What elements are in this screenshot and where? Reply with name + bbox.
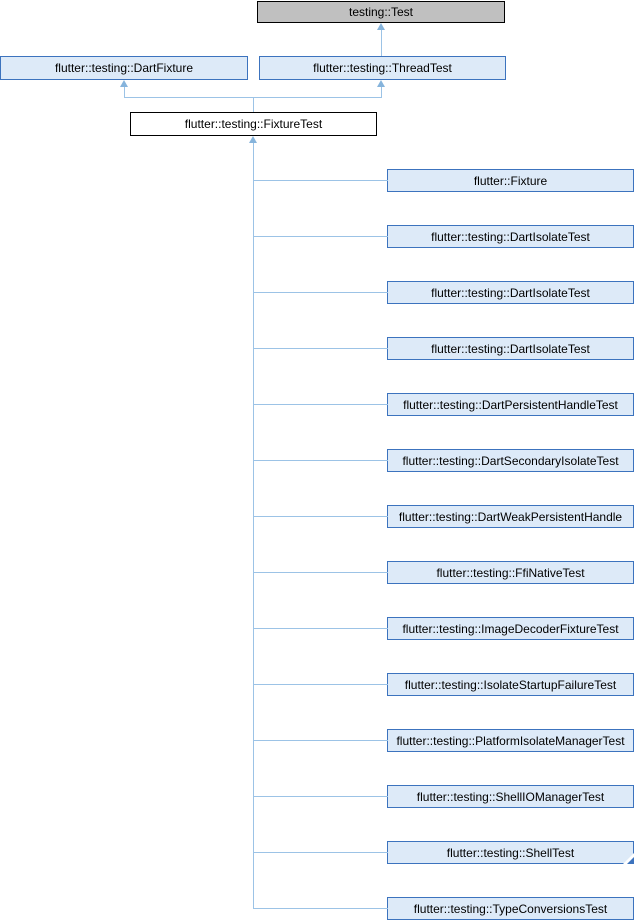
class-node-fixturetest-current: flutter::testing::FixtureTest	[130, 112, 377, 136]
class-node-platformisolatemanagertest[interactable]: flutter::testing::PlatformIsolateManager…	[254, 729, 634, 752]
inheritance-arrowhead	[377, 23, 385, 30]
inheritance-arrowhead	[120, 80, 128, 87]
class-node-dartfixture[interactable]: flutter::testing::DartFixture	[0, 56, 248, 80]
inheritance-arrowhead	[249, 136, 257, 143]
inheritance-edge	[253, 97, 254, 112]
class-node-dartisolatetest-1[interactable]: flutter::testing::DartIsolateTest	[254, 225, 634, 248]
class-node-shelliomanagertest[interactable]: flutter::testing::ShellIOManagerTest	[254, 785, 634, 808]
inheritance-trunk-edge	[253, 143, 254, 909]
has-subclasses-indicator-icon	[627, 857, 634, 864]
inheritance-edge	[381, 30, 382, 56]
inheritance-edge	[381, 87, 382, 97]
class-node-dartpersistenthandletest[interactable]: flutter::testing::DartPersistentHandleTe…	[254, 393, 634, 416]
class-node-typeconversionstest[interactable]: flutter::testing::TypeConversionsTest	[254, 897, 634, 920]
class-node-label: flutter::testing::ShellTest	[446, 845, 575, 860]
inheritance-arrowhead	[377, 80, 385, 87]
class-node-threadtest[interactable]: flutter::testing::ThreadTest	[259, 56, 506, 80]
class-node-dartisolatetest-2[interactable]: flutter::testing::DartIsolateTest	[254, 281, 634, 304]
class-node-dartsecondaryisolatetest[interactable]: flutter::testing::DartSecondaryIsolateTe…	[254, 449, 634, 472]
class-node-ffinativetest[interactable]: flutter::testing::FfiNativeTest	[254, 561, 634, 584]
class-node-imagedecoderfixturetest[interactable]: flutter::testing::ImageDecoderFixtureTes…	[254, 617, 634, 640]
inheritance-edge	[124, 87, 125, 97]
class-node-dartisolatetest-3[interactable]: flutter::testing::DartIsolateTest	[254, 337, 634, 360]
class-node-dartweakpersistenthandle[interactable]: flutter::testing::DartWeakPersistentHand…	[254, 505, 634, 528]
class-node-testing-test: testing::Test	[257, 1, 505, 23]
class-node-isolatestartupfailuretest[interactable]: flutter::testing::IsolateStartupFailureT…	[254, 673, 634, 696]
class-node-fixture[interactable]: flutter::Fixture	[254, 169, 634, 192]
class-node-shelltest[interactable]: flutter::testing::ShellTest	[254, 841, 634, 864]
